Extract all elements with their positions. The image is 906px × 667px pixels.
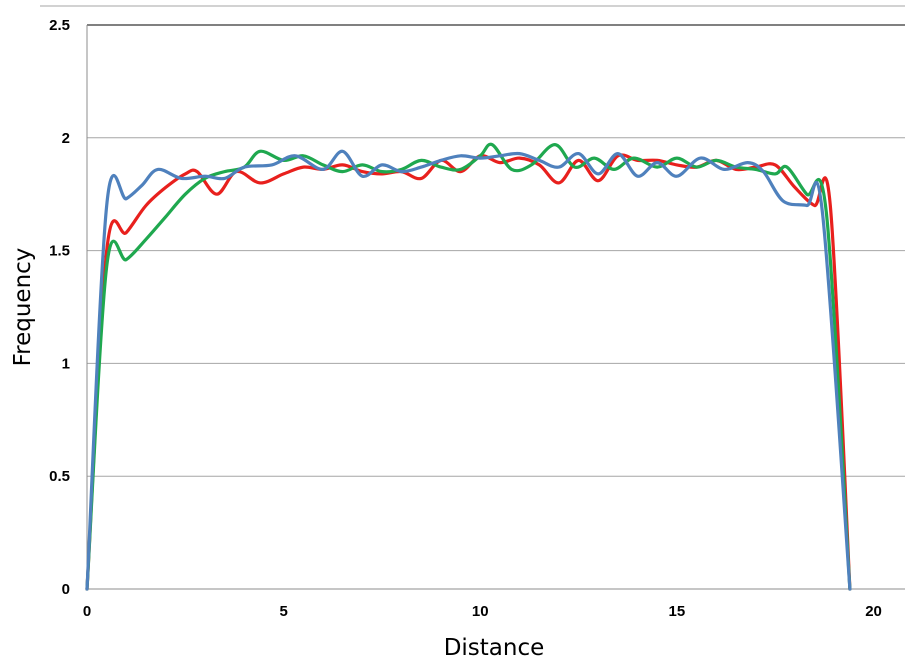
x-tick-label: 5 (279, 603, 287, 620)
gridlines (87, 24, 905, 477)
x-tick-label: 10 (472, 603, 489, 620)
y-tick-label: 0.5 (49, 468, 70, 485)
series-lines (85, 142, 852, 591)
y-tick-label: 2.5 (49, 17, 70, 34)
x-tick-labels: 0 5 10 15 20 (83, 603, 882, 620)
x-axis-title: Distance (444, 635, 545, 661)
y-axis-title: Frequency (10, 248, 36, 367)
axes (40, 5, 905, 590)
series-line-red (85, 153, 852, 591)
y-tick-labels: 0 0.5 1 1.5 2 2.5 (49, 17, 70, 598)
y-tick-label: 0 (62, 581, 70, 598)
x-tick-label: 20 (865, 603, 882, 620)
x-tick-label: 0 (83, 603, 91, 620)
series-line-blue (85, 149, 852, 591)
x-tick-label: 15 (669, 603, 686, 620)
y-tick-label: 1.5 (49, 243, 70, 260)
series-line-green (85, 142, 852, 591)
y-tick-label: 2 (62, 130, 70, 147)
y-tick-label: 1 (62, 355, 70, 372)
